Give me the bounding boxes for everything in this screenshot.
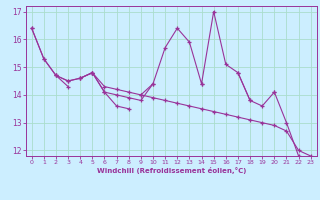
X-axis label: Windchill (Refroidissement éolien,°C): Windchill (Refroidissement éolien,°C) [97, 167, 246, 174]
